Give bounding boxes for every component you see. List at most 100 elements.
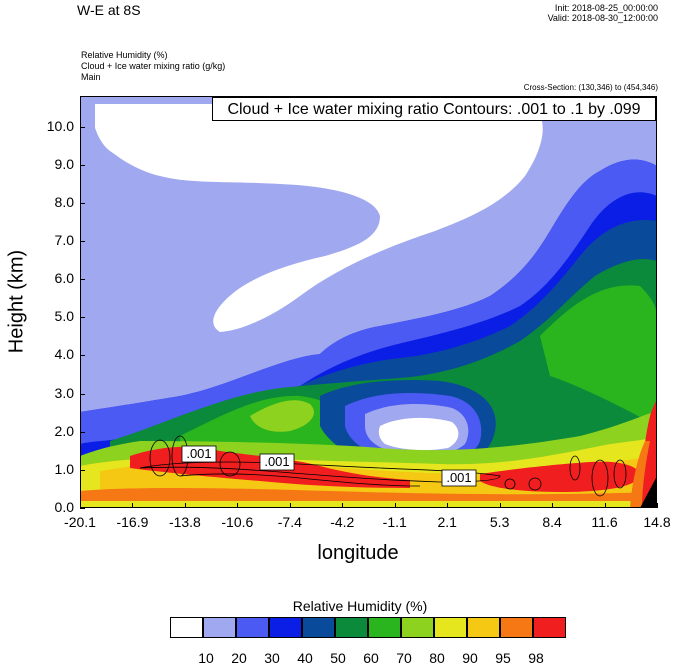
x-tick-label: -10.6 <box>221 514 254 530</box>
legend-level-label: 40 <box>297 650 313 666</box>
rh-95-east-column <box>630 441 650 508</box>
terrain <box>640 476 657 508</box>
contour-label: .001 <box>446 470 471 485</box>
contour-line <box>528 477 542 491</box>
cloud-contours <box>139 435 627 497</box>
legend-level-label: 20 <box>231 650 247 666</box>
y-tick-mark <box>80 317 85 319</box>
legend-level-label: 70 <box>396 650 412 666</box>
x-tick-mark <box>447 503 449 508</box>
x-tick-label: 8.4 <box>542 514 562 530</box>
legend-swatch <box>533 617 566 638</box>
y-tick-mark <box>80 164 85 166</box>
rh-10-pocket <box>378 417 459 451</box>
cross-section-plot: .001 .001 .001 <box>80 96 657 508</box>
x-tick-mark <box>604 503 606 508</box>
legend-swatch <box>368 617 401 638</box>
legend-swatch <box>236 617 269 638</box>
y-tick-mark <box>80 126 85 128</box>
contour-line <box>149 439 171 477</box>
legend-swatch <box>401 617 434 638</box>
x-tick-label: 11.6 <box>591 514 618 530</box>
x-tick-mark <box>394 503 396 508</box>
contour-label-box <box>181 445 217 463</box>
legend-level-label: 60 <box>363 650 379 666</box>
contour-line <box>504 478 516 490</box>
y-axis-label: Height (km) <box>5 249 28 354</box>
rh-98-east-column <box>640 396 657 508</box>
y-tick-label: 10.0 <box>46 117 74 134</box>
x-tick-mark <box>657 503 658 508</box>
rh-20-notch <box>80 96 95 156</box>
x-tick-mark <box>552 503 554 508</box>
x-tick-mark <box>80 503 81 508</box>
x-tick-label: -7.4 <box>277 514 302 530</box>
contour-line <box>139 461 501 483</box>
contour-label: .001 <box>186 446 211 461</box>
legend-level-label: 50 <box>330 650 346 666</box>
y-tick-label: 8.0 <box>54 193 74 210</box>
y-tick-mark <box>80 240 85 242</box>
y-tick-label: 9.0 <box>54 155 74 172</box>
legend-level-label: 10 <box>198 650 214 666</box>
y-tick-label: 6.0 <box>54 270 74 287</box>
legend-swatch <box>170 617 203 638</box>
legend-swatch <box>335 617 368 638</box>
x-tick-mark <box>342 503 344 508</box>
legend-swatch <box>302 617 335 638</box>
y-tick-label: 7.0 <box>54 231 74 248</box>
legend-swatch <box>203 617 236 638</box>
x-axis-label: longitude <box>317 542 399 564</box>
valid-time: Valid: 2018-08-30_12:00:00 <box>547 13 658 23</box>
x-tick-label: -4.2 <box>330 514 355 530</box>
contour-line <box>591 459 609 497</box>
y-tick-mark <box>80 508 85 509</box>
legend-level-label: 30 <box>264 650 280 666</box>
legend-swatch <box>467 617 500 638</box>
contour-line <box>569 455 581 481</box>
x-tick-label: -13.8 <box>168 514 201 530</box>
rh-90-ground <box>80 501 657 508</box>
legend-level-label: 90 <box>462 650 478 666</box>
contour-label-box <box>441 469 477 487</box>
rh-98-surface-east <box>480 461 640 492</box>
field-3: Main <box>81 72 101 82</box>
x-tick-label: 2.1 <box>437 514 457 530</box>
legend-level-label: 98 <box>528 650 544 666</box>
plot-frame <box>80 96 657 508</box>
y-tick-mark <box>80 469 85 471</box>
x-tick-label: -16.9 <box>116 514 149 530</box>
init-time: Init: 2018-08-25_00:00:00 <box>554 3 658 13</box>
contour-info-box: Cloud + Ice water mixing ratio Contours:… <box>212 97 656 121</box>
x-tick-mark <box>184 503 186 508</box>
x-tick-mark <box>237 503 239 508</box>
legend-swatch <box>434 617 467 638</box>
rh-70-region-east <box>540 285 657 426</box>
field-1: Relative Humidity (%) <box>81 50 168 60</box>
y-tick-mark <box>80 431 85 433</box>
y-tick-label: 3.0 <box>54 384 74 401</box>
x-tick-label: 5.3 <box>489 514 510 530</box>
y-tick-label: 0.0 <box>54 499 74 515</box>
y-tick-mark <box>80 393 85 395</box>
cross-section-label: Cross-Section: (130,346) to (454,346) <box>523 83 658 92</box>
contour-line <box>179 473 421 487</box>
contour-label-box <box>259 453 295 471</box>
x-tick-mark <box>499 503 501 508</box>
humidity-field: .001 .001 .001 <box>80 96 657 508</box>
plot-title: W-E at 8S <box>77 2 141 18</box>
rh-80-region <box>250 400 314 432</box>
y-tick-label: 5.0 <box>54 308 74 325</box>
x-tick-label: -1.1 <box>382 514 407 530</box>
x-tick-mark <box>132 503 134 508</box>
contour-line <box>219 451 241 477</box>
x-tick-label: -20.1 <box>64 514 96 530</box>
y-tick-label: 2.0 <box>54 422 74 439</box>
legend-level-label: 80 <box>429 650 445 666</box>
legend-title: Relative Humidity (%) <box>292 598 428 614</box>
y-tick-mark <box>80 202 85 204</box>
y-tick-label: 1.0 <box>54 460 74 477</box>
field-2: Cloud + Ice water mixing ratio (g/kg) <box>81 61 226 71</box>
rh-10-region <box>90 104 543 332</box>
x-tick-label: 14.8 <box>643 514 671 530</box>
